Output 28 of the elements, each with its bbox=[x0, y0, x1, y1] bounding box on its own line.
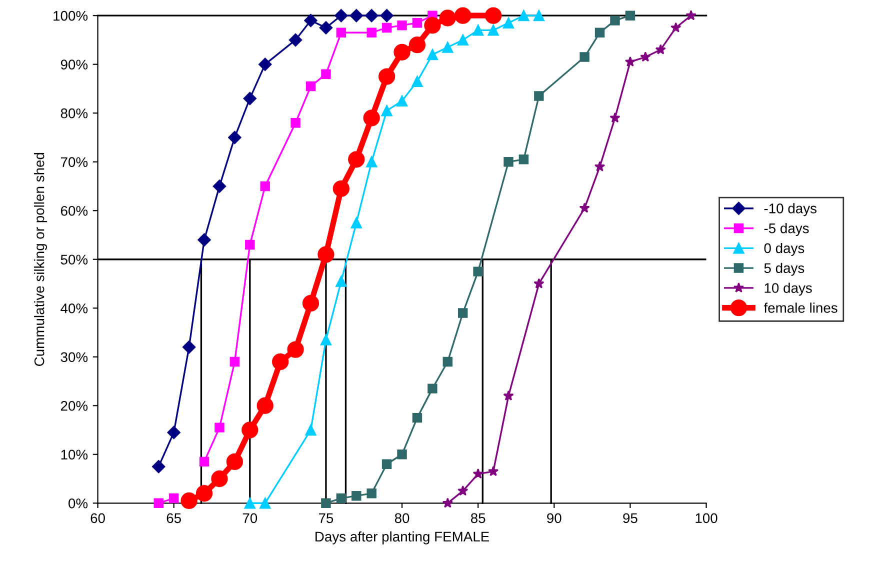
y-tick-label: 30% bbox=[60, 352, 88, 362]
y-tick-label: 100% bbox=[54, 10, 88, 21]
y-tick-label: 0% bbox=[68, 498, 88, 508]
y-tick-label: 10% bbox=[61, 450, 88, 460]
y-tick-label: 80% bbox=[60, 108, 88, 118]
legend-label: 10 days bbox=[764, 282, 812, 296]
x-tick-label: 65 bbox=[166, 513, 181, 524]
x-tick-label: 60 bbox=[90, 513, 105, 524]
legend-label: 5 days bbox=[764, 262, 804, 276]
x-axis-title: Days after planting FEMALE bbox=[316, 531, 490, 544]
x-tick-label: 95 bbox=[623, 513, 638, 524]
legend-label: -5 days bbox=[764, 223, 809, 236]
legend-label: female lines bbox=[764, 302, 838, 313]
y-axis-title: Cummulative silking or pollen shed bbox=[34, 152, 47, 366]
y-tick-label: 90% bbox=[60, 60, 88, 70]
y-tick-label: 20% bbox=[60, 400, 88, 411]
y-tick-label: 60% bbox=[60, 206, 88, 216]
y-tick-label: 40% bbox=[60, 303, 88, 314]
x-tick-label: 100 bbox=[696, 513, 718, 524]
x-tick-label: 70 bbox=[242, 513, 258, 524]
y-tick-label: 70% bbox=[60, 157, 88, 168]
legend-label: 0 days bbox=[764, 242, 804, 256]
x-tick-label: 75 bbox=[318, 513, 334, 524]
x-tick-label: 85 bbox=[470, 513, 486, 524]
x-tick-label: 80 bbox=[394, 513, 410, 524]
y-tick-label: 50% bbox=[60, 254, 88, 265]
legend-label: -10 days bbox=[764, 203, 816, 216]
x-tick-label: 90 bbox=[547, 513, 562, 524]
